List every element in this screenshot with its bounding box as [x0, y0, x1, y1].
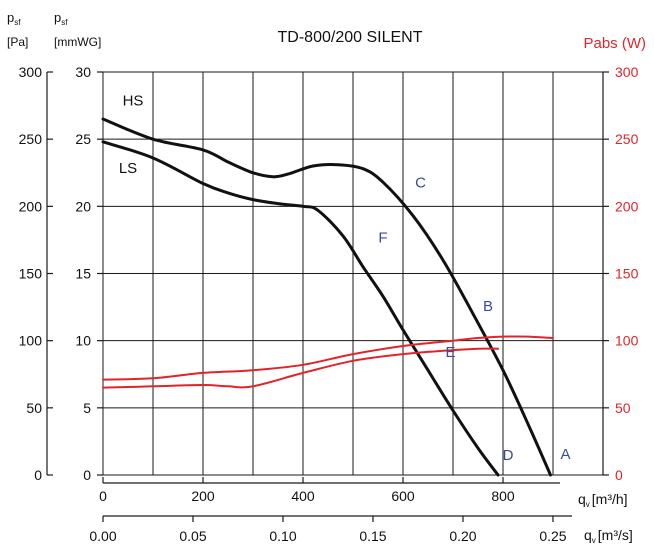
pa-tick-label: 250: [19, 131, 43, 147]
pa-tick-label: 50: [26, 400, 42, 416]
mmwg-tick-label: 5: [83, 400, 91, 416]
right-axis-power-label: Pabs (W): [583, 35, 646, 52]
mmwg-tick-label: 25: [75, 131, 91, 147]
chart-grid: [102, 71, 604, 476]
curve-label-ls: LS: [119, 160, 137, 177]
mmwg-tick-label: 20: [75, 198, 91, 214]
mmwg-tick-label: 0: [83, 467, 91, 483]
left-axis-pa-label: psf: [7, 10, 21, 27]
left-axis-mmwg-unit: [mmWG]: [54, 35, 101, 49]
power-tick-label: 200: [615, 198, 639, 214]
pressure-curve-ls: [101, 140, 500, 477]
pa-tick-label: 300: [19, 64, 43, 80]
m3h-tick-label: 600: [391, 488, 415, 504]
left-axis-pa-unit: [Pa]: [7, 35, 28, 49]
x-axis-m3h-label: qv [m³/h]: [578, 491, 628, 509]
mmwg-tick-label: 10: [75, 333, 91, 349]
power-tick-label: 100: [615, 333, 639, 349]
chart-series: [101, 117, 554, 477]
m3s-tick-label: 0.10: [269, 528, 296, 544]
power-tick-label: 50: [615, 400, 631, 416]
pressure-curve-hs: [101, 117, 552, 477]
point-label-d: D: [503, 447, 514, 464]
chart-labels: A B C D E F HS LS: [119, 93, 571, 465]
point-label-c: C: [415, 175, 426, 192]
m3s-tick-label: 0.20: [449, 528, 476, 544]
power-tick-label: 250: [615, 131, 639, 147]
point-label-a: A: [560, 446, 570, 463]
chart-ticks: 0501001502002503000510152025300501001502…: [19, 64, 639, 544]
point-label-f: F: [378, 230, 387, 247]
power-tick-label: 300: [615, 64, 639, 80]
power-curve-3: [102, 347, 499, 389]
curve-label-hs: HS: [123, 93, 144, 110]
m3s-tick-label: 0.25: [539, 528, 566, 544]
power-tick-label: 150: [615, 266, 639, 282]
m3h-tick-label: 200: [191, 488, 215, 504]
power-curve-2: [102, 335, 554, 381]
mmwg-tick-label: 30: [75, 64, 91, 80]
point-label-e: E: [445, 344, 455, 361]
point-label-b: B: [483, 298, 493, 315]
power-tick-label: 0: [615, 467, 623, 483]
m3s-tick-label: 0.00: [89, 528, 116, 544]
m3s-tick-label: 0.05: [179, 528, 206, 544]
mmwg-tick-label: 15: [75, 266, 91, 282]
pa-tick-label: 100: [19, 333, 43, 349]
pa-tick-label: 200: [19, 198, 43, 214]
m3h-tick-label: 0: [99, 488, 107, 504]
m3s-tick-label: 0.15: [359, 528, 386, 544]
pa-tick-label: 150: [19, 266, 43, 282]
pa-tick-label: 0: [34, 467, 42, 483]
x-axis-m3s-label: qv [m³/s]: [584, 527, 633, 545]
chart-axes: [46, 72, 604, 517]
chart-title: TD-800/200 SILENT: [278, 29, 423, 46]
m3h-tick-label: 800: [491, 488, 515, 504]
left-axis-mmwg-label: psf: [54, 10, 68, 27]
m3h-tick-label: 400: [291, 488, 315, 504]
